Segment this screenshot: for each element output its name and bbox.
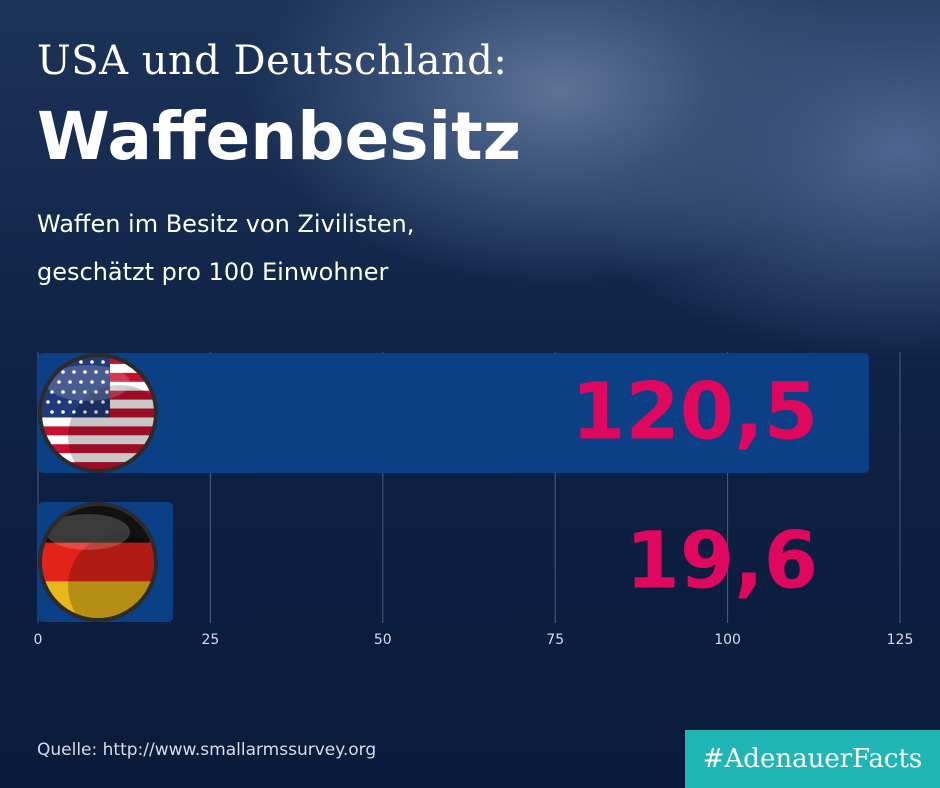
x-tick-label-100: 100: [714, 632, 741, 648]
value-label-deutschland: 19,6: [626, 516, 818, 606]
source-note: Quelle: http://www.smallarmssurvey.org: [37, 740, 377, 760]
us-flag-icon: [40, 355, 156, 471]
flag-ring-0: [38, 353, 158, 473]
page-title: Waffenbesitz: [37, 98, 522, 175]
supertitle: USA und Deutschland:: [37, 38, 508, 84]
flag-ring-1: [38, 502, 158, 622]
x-tick-label-25: 25: [201, 632, 219, 648]
bar-chart: 0 25 50 75 100 125 120,5 19,6: [34, 352, 914, 648]
x-tick-label-75: 75: [546, 632, 564, 648]
x-tick-label-50: 50: [374, 632, 392, 648]
bar-usa: [38, 353, 869, 473]
x-tick-label-0: 0: [34, 632, 43, 648]
subtitle-line-1: Waffen im Besitz von Zivilisten,: [37, 210, 415, 238]
value-label-usa: 120,5: [571, 367, 818, 457]
subtitle-line-2: geschätzt pro 100 Einwohner: [37, 258, 389, 286]
hashtag-badge: #AdenauerFacts: [685, 730, 940, 788]
x-tick-label-125: 125: [887, 632, 914, 648]
